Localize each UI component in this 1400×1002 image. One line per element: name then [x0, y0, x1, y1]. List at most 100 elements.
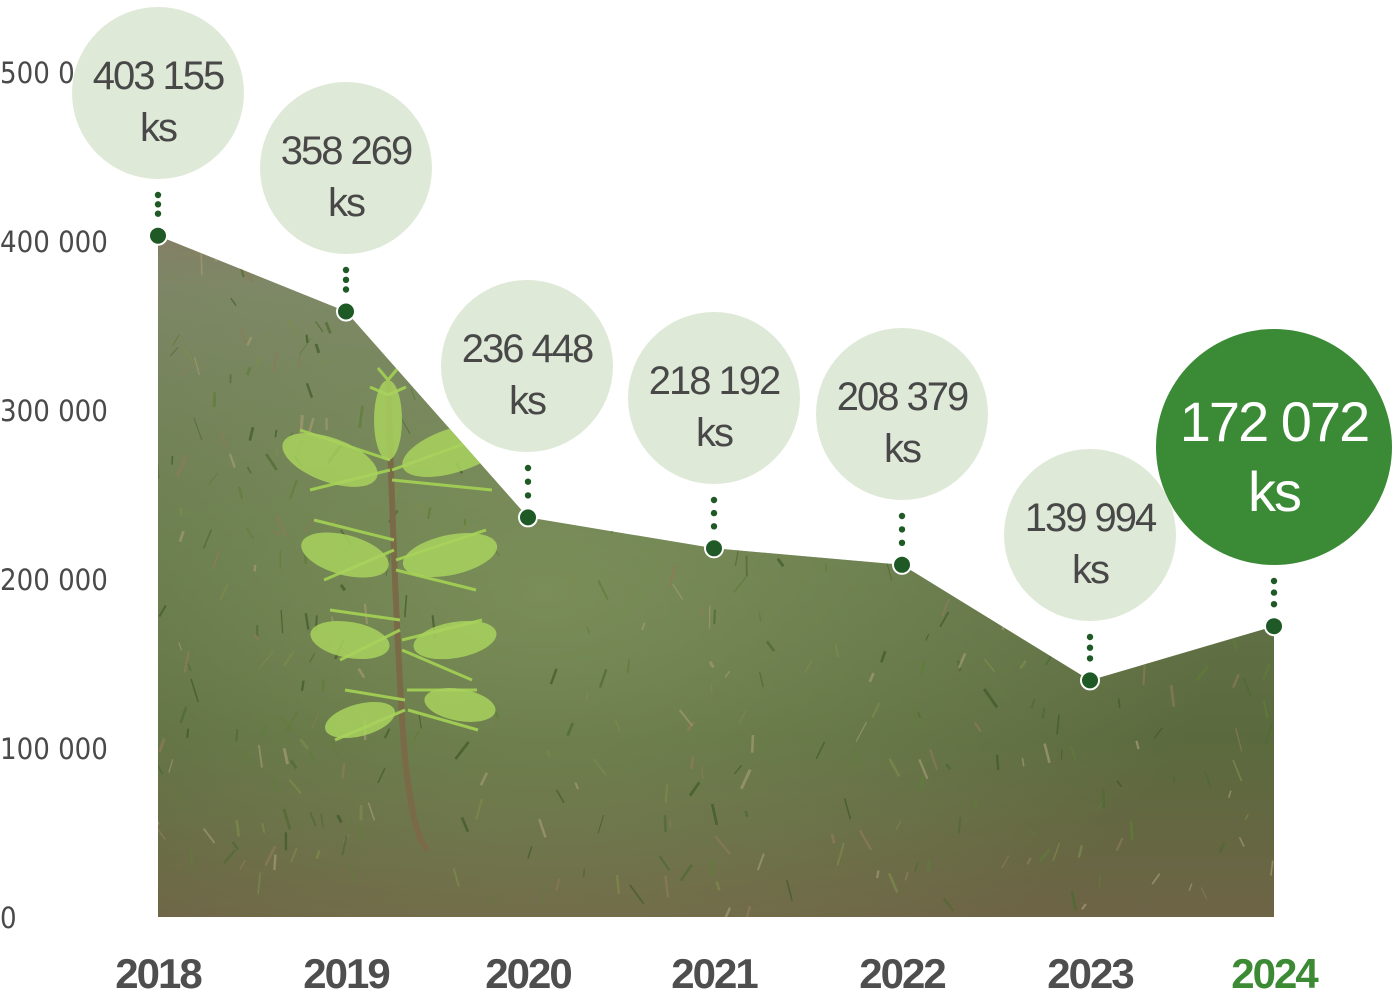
grass-blade	[183, 650, 190, 673]
grass-blade	[945, 763, 952, 771]
grass-blade	[858, 829, 873, 851]
grass-blade	[1025, 355, 1034, 367]
grass-blade	[959, 514, 964, 526]
grass-blade	[804, 443, 808, 465]
data-label: 403 155	[93, 54, 224, 98]
grass-blade	[923, 235, 938, 246]
grass-blade	[1088, 243, 1096, 263]
grass-blade	[887, 872, 899, 893]
grass-blade	[246, 336, 253, 346]
grass-blade	[959, 502, 966, 516]
grass-blade	[1115, 837, 1124, 852]
grass-blade	[265, 453, 278, 471]
grass-blade	[978, 333, 993, 350]
grass-blade	[664, 784, 669, 803]
grass-blade	[1116, 780, 1123, 788]
grass-blade	[158, 826, 167, 841]
unit-label: ks	[1072, 548, 1109, 592]
grass-blade	[981, 549, 995, 570]
grass-blade	[1195, 664, 1210, 682]
grass-blade	[696, 288, 704, 303]
grass-blade	[847, 277, 856, 291]
grass-blade	[546, 749, 551, 758]
grass-blade	[1001, 607, 1008, 631]
grass-blade	[1129, 821, 1134, 840]
grass-blade	[193, 357, 201, 375]
connector-dot	[1270, 577, 1278, 585]
grass-blade	[1218, 841, 1226, 854]
grass-blade	[688, 781, 701, 797]
grass-blade	[264, 845, 277, 867]
grass-blade	[786, 879, 793, 901]
grass-blade	[1236, 281, 1246, 293]
grass-blade	[1030, 698, 1036, 709]
grass-blade	[1161, 289, 1168, 303]
connector-dot	[524, 492, 532, 499]
y-tick-label: 300 000	[0, 394, 108, 428]
grass-blade	[874, 295, 879, 305]
grass-blade	[271, 352, 279, 372]
grass-blade	[1265, 235, 1271, 237]
grass-blade	[280, 609, 284, 634]
grass-blade	[357, 823, 364, 841]
grass-blade	[654, 522, 660, 534]
grass-blade	[1052, 314, 1059, 324]
grass-blade	[222, 849, 237, 865]
grass-blade	[876, 870, 880, 879]
grass-blade	[186, 728, 190, 739]
grass-blade	[664, 875, 670, 898]
x-tick-label: 2019	[303, 950, 389, 997]
grass-blade	[1251, 577, 1257, 587]
grass-blade	[332, 286, 339, 297]
x-tick-label: 2023	[1047, 950, 1133, 997]
grass-blade	[320, 813, 324, 828]
grass-blade	[178, 642, 183, 651]
x-tick-label: 2021	[671, 950, 758, 997]
grass-blade	[172, 334, 180, 346]
grass-blade	[475, 798, 483, 820]
grass-blade	[267, 331, 273, 340]
grass-blade	[1069, 639, 1085, 659]
grass-blade	[988, 327, 993, 337]
grass-blade	[1203, 770, 1213, 790]
y-tick-label: 200 000	[0, 563, 108, 597]
grass-blade	[282, 651, 295, 667]
grass-blade	[275, 448, 279, 457]
grass-blade	[629, 884, 645, 905]
grass-blade	[246, 466, 252, 474]
data-label: 218 192	[649, 359, 780, 403]
grass-blade	[939, 611, 950, 628]
grass-blade	[836, 842, 845, 866]
grass-blade	[919, 660, 926, 676]
grass-blade	[228, 453, 236, 469]
grass-blade	[255, 357, 262, 367]
grass-blade	[1118, 280, 1130, 303]
grass-blade	[710, 858, 715, 876]
grass-blade	[1232, 673, 1240, 689]
grass-blade	[158, 461, 160, 479]
grass-blade	[750, 734, 755, 753]
grass-blade	[330, 737, 340, 758]
grass-blade	[918, 758, 929, 780]
grass-blade	[815, 741, 826, 760]
grass-blade	[479, 772, 488, 786]
grass-blade	[1000, 450, 1005, 469]
grass-blade	[848, 251, 852, 262]
grass-blade	[859, 548, 865, 557]
grass-blade	[888, 758, 901, 778]
grass-blade	[212, 392, 217, 408]
grass-blade	[235, 728, 239, 742]
grass-blade	[720, 512, 733, 528]
grass-blade	[830, 833, 836, 844]
grass-blade	[585, 691, 589, 702]
connector-dot	[898, 526, 906, 533]
grass-blade	[305, 382, 314, 399]
grass-blade	[758, 671, 764, 688]
grass-blade	[851, 747, 861, 765]
grass-blade	[871, 702, 881, 718]
grass-blade	[289, 759, 298, 770]
grass-blade	[253, 564, 257, 572]
data-point	[1080, 670, 1100, 691]
connector-dot	[342, 286, 350, 293]
